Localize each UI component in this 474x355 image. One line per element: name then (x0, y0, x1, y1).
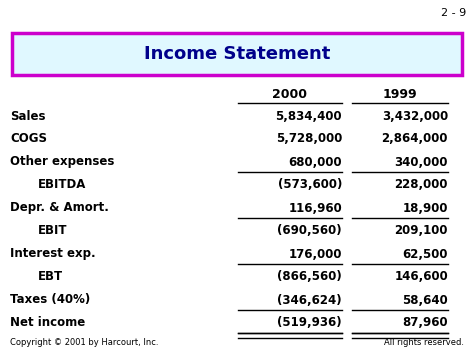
Text: 2000: 2000 (273, 88, 308, 102)
Text: 116,960: 116,960 (288, 202, 342, 214)
FancyBboxPatch shape (12, 33, 462, 75)
Text: 5,834,400: 5,834,400 (275, 109, 342, 122)
Text: 3,432,000: 3,432,000 (382, 109, 448, 122)
Text: 2 - 9: 2 - 9 (441, 8, 466, 18)
Text: 146,600: 146,600 (394, 271, 448, 284)
Text: Taxes (40%): Taxes (40%) (10, 294, 90, 306)
Text: 176,000: 176,000 (289, 247, 342, 261)
Text: 5,728,000: 5,728,000 (275, 132, 342, 146)
Text: (346,624): (346,624) (277, 294, 342, 306)
Text: All rights reserved.: All rights reserved. (384, 338, 464, 347)
Text: 680,000: 680,000 (288, 155, 342, 169)
Text: Net income: Net income (10, 317, 85, 329)
Text: COGS: COGS (10, 132, 47, 146)
Text: (866,560): (866,560) (277, 271, 342, 284)
Text: Other expenses: Other expenses (10, 155, 114, 169)
Text: Depr. & Amort.: Depr. & Amort. (10, 202, 109, 214)
Text: Sales: Sales (10, 109, 46, 122)
Text: (690,560): (690,560) (277, 224, 342, 237)
Text: (519,936): (519,936) (277, 317, 342, 329)
Text: 18,900: 18,900 (402, 202, 448, 214)
Text: 1999: 1999 (383, 88, 417, 102)
Text: (573,600): (573,600) (278, 179, 342, 191)
Text: 340,000: 340,000 (394, 155, 448, 169)
Text: Copyright © 2001 by Harcourt, Inc.: Copyright © 2001 by Harcourt, Inc. (10, 338, 158, 347)
Text: EBIT: EBIT (38, 224, 67, 237)
Text: 87,960: 87,960 (402, 317, 448, 329)
Text: 228,000: 228,000 (394, 179, 448, 191)
Text: 209,100: 209,100 (394, 224, 448, 237)
Text: EBITDA: EBITDA (38, 179, 86, 191)
Text: 62,500: 62,500 (402, 247, 448, 261)
Text: Interest exp.: Interest exp. (10, 247, 96, 261)
Text: EBT: EBT (38, 271, 63, 284)
Text: 2,864,000: 2,864,000 (382, 132, 448, 146)
Text: 58,640: 58,640 (402, 294, 448, 306)
Text: Income Statement: Income Statement (144, 45, 330, 63)
